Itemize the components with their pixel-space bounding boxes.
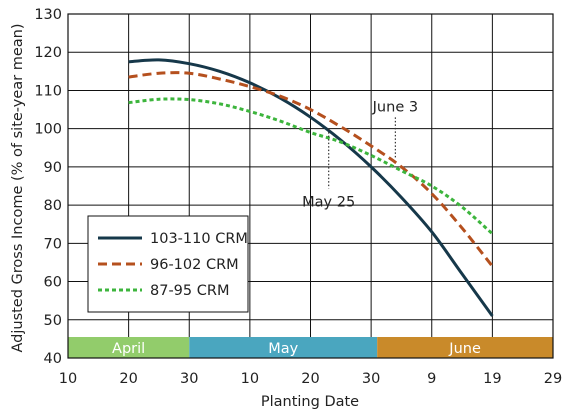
y-tick-label: 60 — [44, 275, 62, 291]
x-tick-label: 20 — [301, 371, 319, 387]
series-line-1 — [128, 58, 494, 317]
x-tick-label: 20 — [119, 371, 137, 387]
month-band-may — [189, 337, 378, 358]
x-tick-label: 10 — [59, 371, 77, 387]
y-tick-label: 120 — [34, 45, 62, 61]
plot-frame — [67, 13, 554, 359]
y-tick-label: 100 — [34, 122, 62, 138]
annotation-label: May 25 — [302, 195, 355, 211]
month-band-april — [68, 337, 190, 358]
x-ticks: 10 20 30 10 20 30 9 19 29 — [59, 371, 562, 387]
annotation-label: June 3 — [372, 99, 418, 115]
y-tick-label: 90 — [44, 160, 62, 176]
x-tick-label: 30 — [362, 371, 380, 387]
x-tick-label: 10 — [241, 371, 259, 387]
annotations: May 25 June 3 — [302, 99, 418, 210]
grid — [67, 13, 554, 359]
month-band-label: June — [448, 341, 481, 357]
x-axis-label: Planting Date — [261, 394, 359, 410]
y-tick-label: 70 — [44, 236, 62, 252]
y-ticks: 40 50 60 70 80 90 100 110 120 130 — [34, 7, 62, 367]
y-tick-label: 110 — [34, 83, 62, 99]
x-tick-label: 19 — [483, 371, 501, 387]
y-tick-label: 40 — [44, 351, 62, 367]
y-tick-label: 50 — [44, 313, 62, 329]
month-band-label: May — [268, 341, 298, 357]
y-tick-label: 80 — [44, 198, 62, 214]
x-tick-label: 9 — [427, 371, 436, 387]
legend-entry: 96-102 CRM — [150, 257, 239, 273]
x-tick-label: 29 — [544, 371, 562, 387]
month-band-label: April — [112, 341, 145, 357]
series-lines — [128, 58, 494, 317]
series-line-2 — [128, 71, 494, 268]
x-tick-label: 30 — [180, 371, 198, 387]
legend-entry: 87-95 CRM — [150, 283, 229, 299]
month-bands: April May June — [68, 337, 553, 358]
month-band-june — [377, 337, 553, 358]
legend-entry: 103-110 CRM — [150, 231, 248, 247]
y-tick-label: 130 — [34, 7, 62, 23]
legend: 103-110 CRM 96-102 CRM 87-95 CRM — [87, 215, 249, 313]
y-axis-label: Adjusted Gross Income (% of site-year me… — [10, 23, 26, 352]
